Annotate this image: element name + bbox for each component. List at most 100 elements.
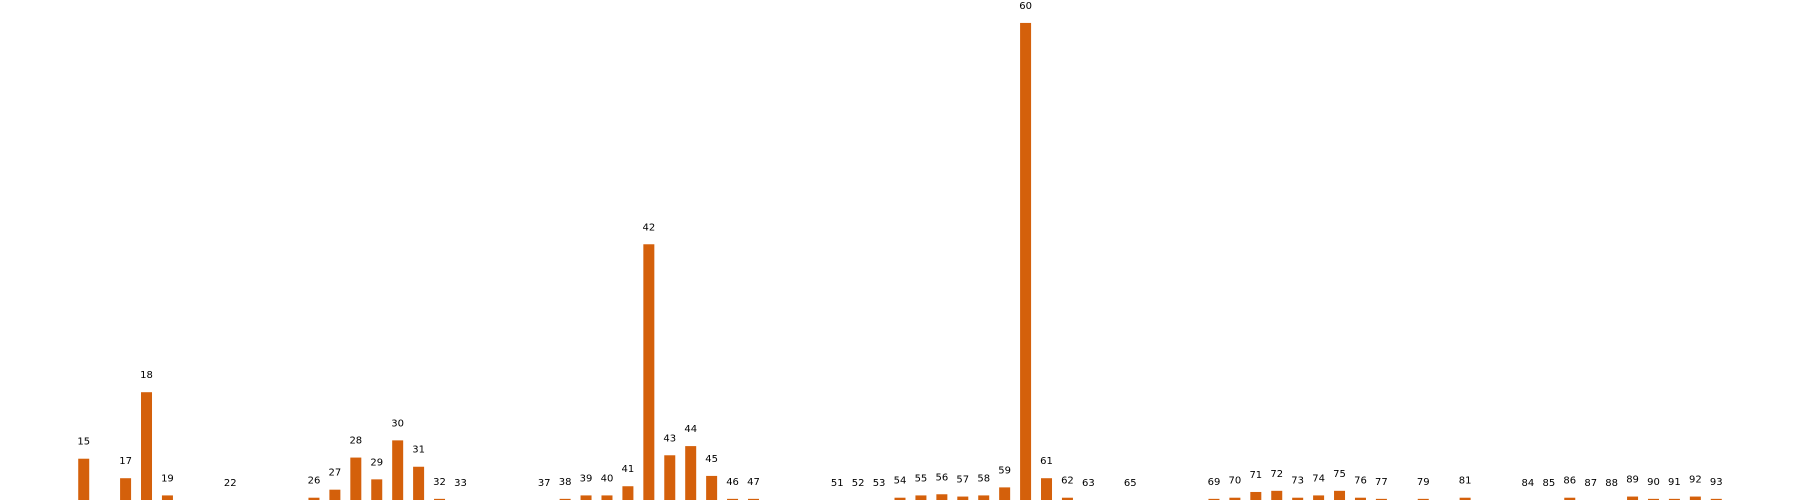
bar-label: 51: [831, 478, 844, 489]
bar-label: 26: [308, 476, 321, 487]
bar-label: 65: [1124, 478, 1137, 489]
bar: [957, 496, 969, 500]
bar-label: 37: [538, 478, 551, 489]
bar: [1564, 497, 1576, 500]
bar-label: 89: [1626, 475, 1639, 486]
bar: [1250, 491, 1262, 500]
bar-label: 33: [454, 478, 467, 489]
bar: [1292, 497, 1304, 500]
bar-label: 29: [370, 457, 383, 468]
bar-label: 17: [119, 456, 132, 467]
bar-label: 31: [412, 445, 425, 456]
bar-label: 88: [1605, 478, 1618, 489]
bar: [78, 458, 90, 500]
bar: [1334, 490, 1346, 500]
bar: [1459, 497, 1471, 500]
bar: [1647, 498, 1659, 500]
bar-label: 52: [852, 478, 865, 489]
bar: [1208, 498, 1220, 500]
bar-label: 63: [1082, 478, 1095, 489]
bar-label: 91: [1668, 477, 1681, 488]
bar-label: 46: [726, 477, 739, 488]
bar: [161, 495, 173, 500]
bar: [1627, 496, 1639, 500]
bar-label: 59: [998, 465, 1011, 476]
bar: [643, 244, 655, 500]
bar: [1689, 496, 1701, 500]
bar-label: 53: [873, 478, 886, 489]
bar-label: 81: [1459, 476, 1472, 487]
bar-label: 86: [1563, 476, 1576, 487]
bar: [120, 478, 132, 500]
bar: [936, 494, 948, 500]
bar-label: 85: [1542, 478, 1555, 489]
bar-label: 73: [1291, 476, 1304, 487]
bar-label: 61: [1040, 456, 1053, 467]
bar: [664, 455, 676, 500]
bar: [727, 498, 739, 500]
bar-label: 18: [140, 370, 153, 381]
bar: [141, 392, 153, 500]
bar-label: 76: [1354, 476, 1367, 487]
bar-label: 93: [1710, 477, 1723, 488]
bar: [1354, 497, 1366, 500]
bar-label: 84: [1522, 478, 1535, 489]
bar: [559, 498, 571, 500]
bar-label: 40: [601, 473, 614, 484]
bar: [1271, 490, 1283, 500]
bar-label: 43: [663, 433, 676, 444]
bar-label: 15: [77, 437, 90, 448]
bar: [1041, 478, 1053, 500]
bar-label: 22: [224, 478, 237, 489]
bar-label: 75: [1333, 469, 1346, 480]
bar: [1417, 498, 1429, 500]
bar: [685, 446, 697, 500]
bar: [978, 495, 990, 500]
bar-label: 77: [1375, 477, 1388, 488]
bar: [350, 457, 362, 500]
bar: [1229, 497, 1241, 500]
bar-label: 72: [1270, 469, 1283, 480]
bar-label: 92: [1689, 475, 1702, 486]
bar-label: 90: [1647, 477, 1660, 488]
bar: [371, 479, 383, 500]
bar-label: 58: [977, 473, 990, 484]
bar: [308, 497, 320, 500]
bar: [580, 495, 592, 500]
bar: [1375, 498, 1387, 500]
bar-label: 39: [580, 473, 593, 484]
bar: [1313, 495, 1325, 500]
bar: [622, 486, 634, 500]
bar: [747, 498, 759, 500]
bar-label: 71: [1249, 470, 1262, 481]
bar-label: 54: [894, 476, 907, 487]
bar-label: 79: [1417, 477, 1430, 488]
bar: [1668, 498, 1680, 500]
bar-label: 27: [329, 468, 342, 479]
bar-label: 87: [1584, 478, 1597, 489]
bar-label: 42: [642, 222, 655, 233]
bar-label: 19: [161, 473, 174, 484]
bar: [1020, 22, 1032, 500]
bar-label: 32: [433, 477, 446, 488]
bar: [392, 440, 404, 500]
bar-label: 56: [935, 472, 948, 483]
bar: [329, 489, 341, 500]
bar-label: 45: [705, 454, 718, 465]
bar-label: 74: [1312, 473, 1325, 484]
bar: [999, 487, 1011, 500]
bar-label: 57: [956, 475, 969, 486]
bar-label: 62: [1061, 476, 1074, 487]
bar-label: 69: [1208, 477, 1221, 488]
bar: [434, 498, 446, 500]
bar: [915, 495, 927, 500]
bar: [894, 497, 906, 500]
bar: [413, 466, 425, 500]
bar: [1710, 498, 1722, 500]
bar-label: 44: [684, 424, 697, 435]
bar: [1061, 497, 1073, 500]
bar-label: 30: [391, 418, 404, 429]
bar: [601, 495, 613, 500]
bar-label: 38: [559, 477, 572, 488]
